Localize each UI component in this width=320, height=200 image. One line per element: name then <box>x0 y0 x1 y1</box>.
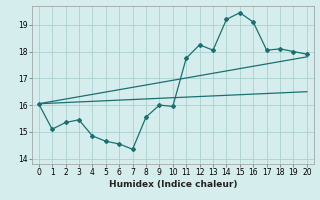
X-axis label: Humidex (Indice chaleur): Humidex (Indice chaleur) <box>108 180 237 189</box>
